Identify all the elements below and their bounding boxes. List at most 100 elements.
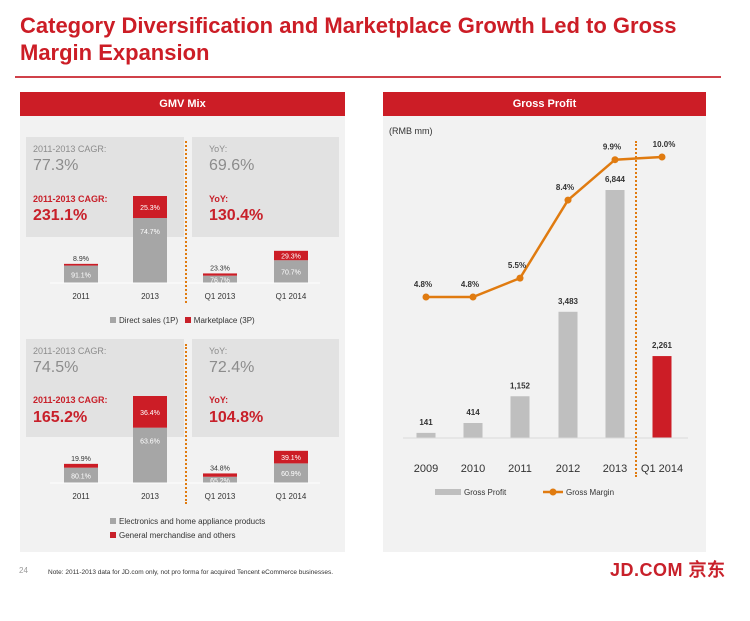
gmv-bottom-bar-gray-2 <box>203 476 237 483</box>
gp-margin-label-5: 10.0% <box>653 140 676 149</box>
gp-bar-label-3: 3,483 <box>558 297 579 306</box>
legend-swatch-direct <box>110 317 116 323</box>
page-number: 24 <box>19 566 28 575</box>
gmv-top-label-red-3: 29.3% <box>281 254 301 261</box>
gross-profit-header: Gross Profit <box>383 92 706 116</box>
gmv-top-label-red-0: 8.9% <box>73 256 89 263</box>
legend-label-marketplace: Marketplace (3P) <box>193 316 255 325</box>
gmv-mix-header: GMV Mix <box>20 92 345 116</box>
gmv-top-legend: Direct sales (1P) Marketplace (3P) <box>110 316 255 325</box>
gmv-bottom-bar-gray-3 <box>274 463 308 483</box>
gmv-bottom-yoy-box <box>192 339 339 437</box>
gmv-top-bar-gray-0 <box>64 265 98 283</box>
slide-title: Category Diversification and Marketplace… <box>20 13 677 65</box>
gmv-top-label-red-2: 23.3% <box>210 265 230 272</box>
gmv-bottom-bar-red-0 <box>64 463 98 468</box>
gmv-bottom-xlabel-3: Q1 2014 <box>276 492 307 501</box>
gp-bar-label-0: 141 <box>419 418 433 427</box>
gmv-top-label-gray-1: 74.7% <box>140 229 160 236</box>
gmv-top-yoy-label: YoY: <box>209 144 228 154</box>
gp-bar-2 <box>510 396 530 438</box>
gmv-bottom-label-red-3: 39.1% <box>281 455 301 462</box>
gp-xlabel-1: 2010 <box>461 463 485 475</box>
gp-bar-label-2: 1,152 <box>510 381 531 390</box>
gmv-bottom-label-gray-2: 65.2% <box>210 478 230 485</box>
gp-xlabel-5: Q1 2014 <box>641 463 683 475</box>
gmv-top-bar-red-3 <box>274 250 308 261</box>
gmv-top-cagr-label: 2011-2013 CAGR: <box>33 144 107 154</box>
gmv-top-cagr-red-label: 2011-2013 CAGR: <box>33 194 108 204</box>
gmv-bottom-bar-red-3 <box>274 450 308 464</box>
gp-bar-1 <box>463 422 483 438</box>
gmv-bottom-cagr-red-label: 2011-2013 CAGR: <box>33 395 108 405</box>
gmv-top-cagr-red-value: 231.1% <box>33 207 88 224</box>
gmv-top-label-gray-0: 91.1% <box>71 272 91 279</box>
gmv-bottom-yoy-value: 72.4% <box>209 359 255 376</box>
gross-profit-period-divider <box>635 141 637 477</box>
gp-bar-label-4: 6,844 <box>605 175 626 184</box>
gmv-top-cagr-value: 77.3% <box>33 157 79 174</box>
gp-margin-line <box>426 155 663 299</box>
gmv-bottom-stacked-chart: 80.1% 19.9% 2011 63.6% 36.4% 2013 65.2% 34.8% Q1… <box>50 396 320 501</box>
gmv-bottom-label-red-0: 19.9% <box>71 456 91 463</box>
gp-margin-label-4: 9.9% <box>603 143 621 152</box>
gp-xlabel-3: 2012 <box>556 463 580 475</box>
gp-bar-0 <box>416 432 436 438</box>
gmv-top-yoy-box <box>192 137 339 237</box>
gmv-bottom-label-gray-3: 60.9% <box>281 471 301 478</box>
gmv-top-label-gray-3: 70.7% <box>281 270 301 277</box>
gp-margin-point-0 <box>422 293 430 301</box>
gp-legend-line-label: Gross Margin <box>566 488 614 497</box>
gp-bar-3 <box>558 311 578 438</box>
legend-label-direct: Direct sales (1P) <box>119 316 179 325</box>
gmv-bottom-bar-red-1 <box>133 396 167 428</box>
gross-profit-unit: (RMB mm) <box>389 126 433 136</box>
gmv-top-bar-gray-2 <box>203 275 237 283</box>
gmv-top-bar-gray-3 <box>274 260 308 283</box>
gmv-bottom-yoy-label: YoY: <box>209 346 228 356</box>
jd-logo: JD.COM 京东 <box>610 560 726 580</box>
gmv-bottom-bar-gray-1 <box>133 427 167 483</box>
gmv-bottom-bar-red-2 <box>203 473 237 477</box>
gmv-bottom-legend-1: Electronics and home appliance products <box>110 517 265 526</box>
gp-legend-bar-swatch <box>435 489 461 495</box>
gmv-top-xlabel-0: 2011 <box>72 292 90 301</box>
legend-label-general: General merchandise and others <box>119 531 236 540</box>
gmv-bottom-cagr-value: 74.5% <box>33 359 79 376</box>
gmv-top-yoy-value: 69.6% <box>209 157 255 174</box>
gmv-bottom-label-red-2: 34.8% <box>210 465 230 472</box>
gp-bar-label-5: 2,261 <box>652 341 673 350</box>
gmv-bottom-cagr-red-value: 165.2% <box>33 409 88 426</box>
gmv-bottom-bar-gray-0 <box>64 467 98 483</box>
gp-legend-line-dot <box>549 488 557 496</box>
gmv-top-bar-red-1 <box>133 196 167 219</box>
gmv-top-yoy-red-value: 130.4% <box>209 207 264 224</box>
gross-profit-chart: 141 2009 414 2010 1,152 2011 3,483 2012 6,844 201… <box>403 140 688 497</box>
gp-margin-point-3 <box>564 196 572 204</box>
gp-margin-label-0: 4.8% <box>414 280 432 289</box>
gp-margin-point-1 <box>469 293 477 301</box>
gmv-bottom-cagr-label: 2011-2013 CAGR: <box>33 346 107 356</box>
gp-margin-label-2: 5.5% <box>508 261 526 270</box>
legend-swatch-electronics <box>110 518 116 524</box>
gmv-top-label-red-1: 25.3% <box>140 205 160 212</box>
gp-margin-point-2 <box>516 274 524 282</box>
gmv-top-bar-red-2 <box>203 273 237 276</box>
gp-xlabel-4: 2013 <box>603 463 627 475</box>
gp-bar-label-1: 414 <box>466 408 480 417</box>
gmv-top-xlabel-3: Q1 2014 <box>276 292 307 301</box>
gp-xlabel-0: 2009 <box>414 463 438 475</box>
gmv-top-stacked-chart: 91.1% 8.9% 2011 74.7% 25.3% 2013 76.7% 23.3% Q1 … <box>50 196 320 301</box>
gp-bar-5 <box>652 356 672 438</box>
gmv-bottom-label-gray-1: 63.6% <box>140 439 160 446</box>
title-divider <box>15 76 721 78</box>
gp-margin-label-1: 4.8% <box>461 280 479 289</box>
legend-swatch-marketplace <box>184 317 191 323</box>
gmv-bottom-yoy-red-label: YoY: <box>209 395 229 405</box>
gp-margin-point-4 <box>611 156 619 164</box>
legend-label-electronics: Electronics and home appliance products <box>119 517 266 526</box>
gmv-top-period-divider <box>185 141 187 303</box>
gmv-top-bar-red-0 <box>64 263 98 266</box>
gp-bar-4 <box>605 190 625 438</box>
gmv-bottom-xlabel-2: Q1 2013 <box>205 492 236 501</box>
